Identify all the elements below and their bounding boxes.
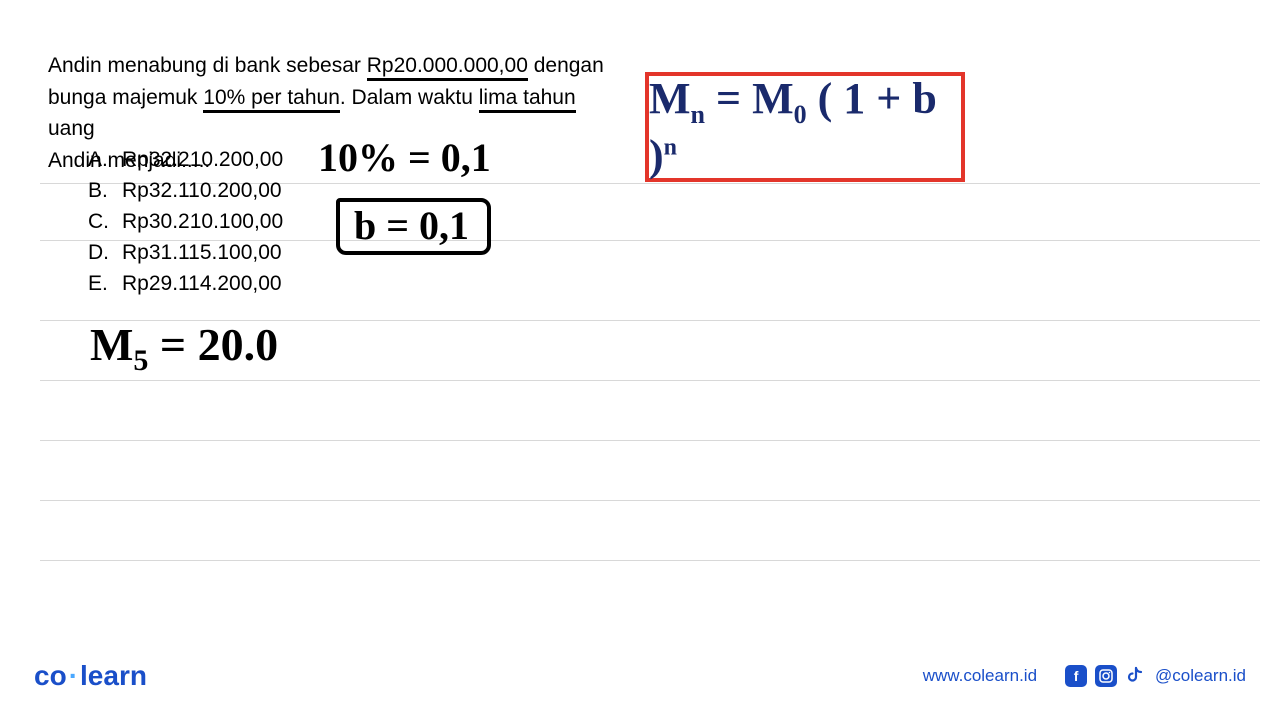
question-line1-post: dengan — [528, 54, 604, 77]
m5-m: M — [90, 319, 133, 370]
logo-co: co — [34, 660, 67, 691]
handwriting-b-value-boxed: b = 0,1 — [336, 198, 491, 255]
tiktok-icon — [1125, 665, 1147, 687]
social-links: f @colearn.id — [1065, 665, 1246, 687]
option-letter: B. — [88, 175, 122, 206]
option-b: B.Rp32.110.200,00 — [88, 175, 283, 206]
tiktok-svg — [1127, 666, 1145, 686]
option-value: Rp29.114.200,00 — [122, 268, 282, 299]
formula-part: = M — [705, 74, 794, 123]
option-value: Rp30.210.100,00 — [122, 206, 283, 237]
formula-part: M — [649, 74, 691, 123]
footer-url: www.colearn.id — [923, 666, 1037, 686]
footer-bar: co·learn www.colearn.id f @colearn.id — [0, 652, 1280, 700]
logo-dot: · — [69, 660, 78, 691]
handwriting-percent-conversion: 10% = 0,1 — [318, 134, 491, 181]
formula-subscript: 0 — [794, 100, 807, 129]
formula-box: Mn = M0 ( 1 + b )n — [645, 72, 965, 182]
option-value: Rp32.110.200,00 — [122, 175, 282, 206]
answer-options: A.Rp32.210.200,00 B.Rp32.110.200,00 C.Rp… — [88, 144, 283, 299]
ruled-line — [40, 500, 1260, 501]
m5-subscript: 5 — [133, 344, 148, 377]
option-letter: D. — [88, 237, 122, 268]
question-underline-duration: lima tahun — [479, 86, 576, 113]
option-letter: E. — [88, 268, 122, 299]
logo-learn: learn — [80, 660, 147, 691]
option-d: D.Rp31.115.100,00 — [88, 237, 283, 268]
option-value: Rp31.115.100,00 — [122, 237, 282, 268]
ruled-line — [40, 380, 1260, 381]
option-value: Rp32.210.200,00 — [122, 144, 283, 175]
option-letter: A. — [88, 144, 122, 175]
question-line1-pre: Andin menabung di bank sebesar — [48, 54, 367, 77]
instagram-icon — [1095, 665, 1117, 687]
question-underline-amount: Rp20.000.000,00 — [367, 54, 528, 81]
brand-logo: co·learn — [34, 660, 147, 692]
formula-subscript: n — [691, 100, 705, 129]
facebook-icon: f — [1065, 665, 1087, 687]
social-handle: @colearn.id — [1155, 666, 1246, 686]
question-underline-rate: 10% per tahun — [203, 86, 340, 113]
option-e: E.Rp29.114.200,00 — [88, 268, 283, 299]
ruled-line — [40, 440, 1260, 441]
instagram-svg — [1099, 669, 1113, 683]
option-c: C.Rp30.210.100,00 — [88, 206, 283, 237]
ruled-line — [40, 560, 1260, 561]
question-line2-pre: bunga majemuk — [48, 86, 203, 109]
formula-superscript: n — [664, 134, 677, 160]
option-letter: C. — [88, 206, 122, 237]
option-a: A.Rp32.210.200,00 — [88, 144, 283, 175]
question-line2-mid: . Dalam waktu — [340, 86, 479, 109]
formula-text: Mn = M0 ( 1 + b )n — [649, 73, 961, 181]
m5-rest: = 20.0 — [148, 319, 278, 370]
question-line2-post: uang — [48, 117, 95, 140]
handwriting-m5-working: M5 = 20.0 — [90, 318, 278, 378]
